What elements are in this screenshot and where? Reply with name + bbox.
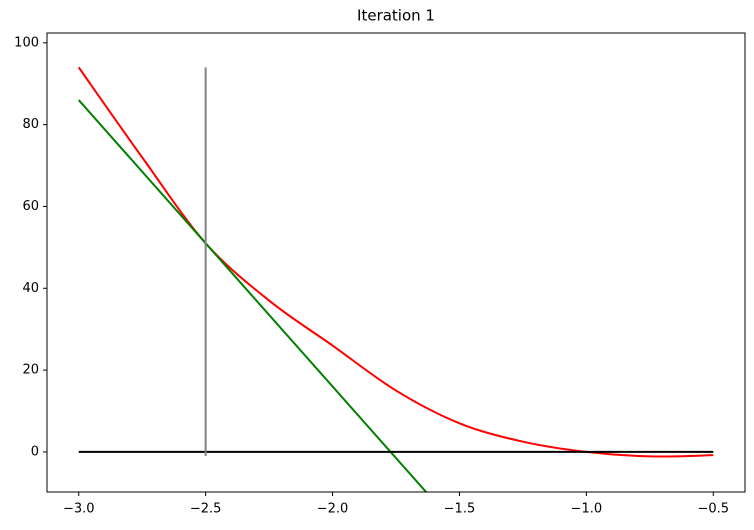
- y-tick-label: 20: [22, 363, 39, 378]
- y-tick-label: 0: [31, 444, 39, 459]
- series-line: [77, 66, 714, 458]
- x-tick-label: −2.0: [317, 502, 349, 517]
- chart-title: Iteration 1: [357, 7, 435, 25]
- y-tick-label: 80: [22, 117, 39, 132]
- plot-area: [77, 66, 714, 492]
- x-tick-label: −1.5: [444, 502, 476, 517]
- series-line: [77, 99, 428, 492]
- y-tick-label: 40: [22, 281, 39, 296]
- x-tick-label: −0.5: [697, 502, 729, 517]
- y-tick-label: 60: [22, 199, 39, 214]
- x-tick-label: −2.5: [190, 502, 222, 517]
- axes-frame: [46, 32, 746, 493]
- x-tick-label: −3.0: [63, 502, 95, 517]
- y-tick-label: 100: [14, 35, 39, 50]
- x-tick-label: −1.0: [571, 502, 603, 517]
